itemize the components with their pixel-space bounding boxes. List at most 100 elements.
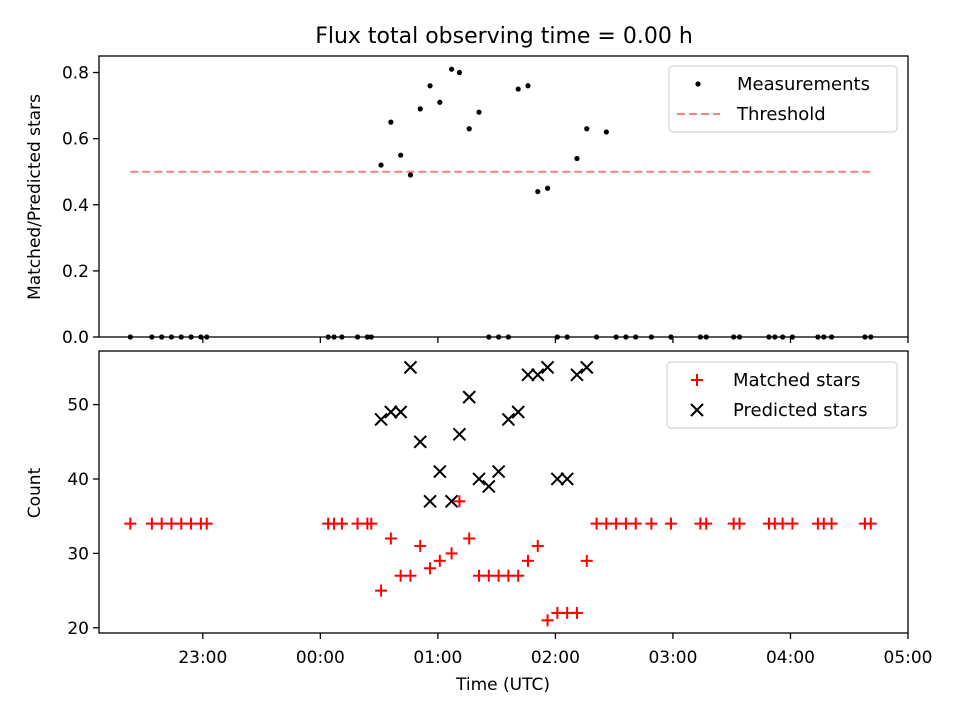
predicted-legend-marker: [690, 403, 704, 417]
predicted-star-point: [511, 405, 525, 419]
predicted-star-stroke: [384, 405, 398, 419]
matched-star-point: [629, 517, 642, 530]
matched-stars-layer: [124, 495, 877, 627]
predicted-star-stroke: [423, 494, 437, 509]
count-y-tick-label: 20: [67, 619, 89, 639]
predicted-star-point: [501, 412, 516, 427]
count-legend: Matched stars Predicted stars: [666, 361, 898, 429]
ratio-y-tick-label: 0.6: [62, 130, 89, 150]
matched-star-point: [700, 517, 713, 530]
matched-star-point: [200, 517, 213, 530]
measurements-legend-marker: [695, 81, 701, 87]
measurement-point: [535, 188, 541, 195]
predicted-star-point: [560, 472, 574, 486]
count-x-tick-label: 04:00: [766, 648, 815, 668]
matched-star-point: [825, 517, 838, 530]
matched-star-point: [433, 554, 446, 567]
matched-star-point: [124, 517, 137, 530]
matched-legend-label: Matched stars: [733, 370, 860, 391]
count-x-tick-label: 02:00: [531, 648, 580, 668]
x-axis-label: Time (UTC): [455, 675, 550, 695]
chart-title: Flux total observing time = 0.00 h: [315, 24, 693, 49]
measurement-point: [544, 185, 551, 191]
predicted-star-point: [521, 368, 535, 382]
predicted-star-stroke: [413, 435, 427, 449]
ratio-y-tick-label: 0.4: [62, 196, 89, 216]
count-y-tick-label: 30: [67, 544, 89, 564]
count-plot-frame: [98, 350, 909, 634]
measurement-point: [584, 126, 590, 132]
predicted-star-point: [374, 412, 388, 427]
measurement-point: [437, 99, 443, 105]
threshold-legend-label: Threshold: [736, 104, 826, 125]
count-x-tick-label: 00:00: [296, 648, 345, 668]
predicted-star-point: [403, 360, 418, 375]
predicted-star-stroke: [462, 390, 476, 404]
predicted-star-stroke: [550, 472, 565, 486]
predicted-star-stroke: [433, 464, 447, 479]
matched-star-point: [453, 495, 466, 508]
predicted-star-stroke: [491, 464, 506, 479]
predicted-star-stroke: [501, 412, 516, 427]
measurement-point: [417, 106, 423, 112]
count-legend-box: [666, 361, 898, 429]
predicted-star-stroke: [580, 360, 594, 375]
ratio-panel: Matched/Predicted stars 0.00.20.40.60.8 …: [25, 55, 909, 348]
measurement-point: [515, 86, 521, 92]
matched-star-point: [365, 517, 378, 530]
predicted-star-point: [423, 494, 437, 509]
matched-star-point: [445, 547, 458, 560]
predicted-star-point: [433, 464, 447, 479]
matched-star-point: [375, 584, 388, 597]
predicted-star-stroke: [403, 360, 418, 375]
matched-star-point: [384, 532, 397, 545]
matched-star-point: [570, 606, 583, 619]
matched-star-point: [664, 517, 677, 530]
measurement-point: [388, 119, 394, 125]
ratio-y-axis-label: Matched/Predicted stars: [25, 94, 45, 300]
count-y-tick-label: 50: [67, 396, 89, 416]
ratio-legend: Measurements Threshold: [668, 65, 898, 133]
predicted-star-stroke: [560, 472, 574, 486]
predicted-star-point: [452, 427, 467, 442]
matched-star-point: [531, 539, 544, 552]
predicted-star-stroke: [570, 368, 584, 382]
predicted-star-point: [393, 405, 408, 419]
predicted-star-stroke: [521, 368, 535, 382]
predicted-star-point: [384, 405, 398, 419]
predicted-star-stroke: [472, 472, 486, 486]
count-x-tick-label: 23:00: [178, 648, 227, 668]
predicted-star-point: [472, 472, 486, 486]
matched-star-point: [645, 517, 658, 530]
measurement-point: [427, 83, 433, 89]
measurement-point: [466, 126, 472, 132]
predicted-star-point: [550, 472, 565, 486]
predicted-star-point: [413, 435, 427, 449]
count-y-axis-label: Count: [25, 467, 45, 518]
matched-star-point: [786, 517, 799, 530]
predicted-star-stroke: [393, 405, 408, 419]
predicted-star-stroke: [444, 494, 459, 509]
count-x-tick-label: 01:00: [413, 648, 462, 668]
count-x-ticks: 23:00 00:00 01:00 02:00 03:00 04:00 05:00: [178, 633, 933, 668]
matched-star-point: [733, 517, 746, 530]
predicted-star-stroke: [374, 412, 388, 427]
predicted-star-point: [491, 464, 506, 479]
measurement-point: [398, 152, 404, 158]
matched-star-point: [521, 554, 534, 567]
matched-star-point: [463, 532, 476, 545]
ratio-x-ticks: [202, 337, 909, 343]
predicted-star-point: [580, 360, 594, 375]
ratio-y-tick-label: 0.2: [62, 262, 89, 282]
matched-star-point: [541, 614, 554, 627]
matched-star-point: [335, 517, 348, 530]
matched-legend-marker: [691, 374, 703, 386]
measurement-point: [448, 66, 455, 72]
predicted-star-stroke: [482, 479, 496, 494]
matched-star-point: [864, 517, 877, 530]
ratio-legend-box: [668, 65, 898, 133]
matched-star-point: [580, 554, 593, 567]
ratio-y-ticks: 0.0 0.2 0.4 0.6 0.8: [62, 64, 99, 348]
ratio-y-tick-label: 0.8: [62, 64, 89, 84]
